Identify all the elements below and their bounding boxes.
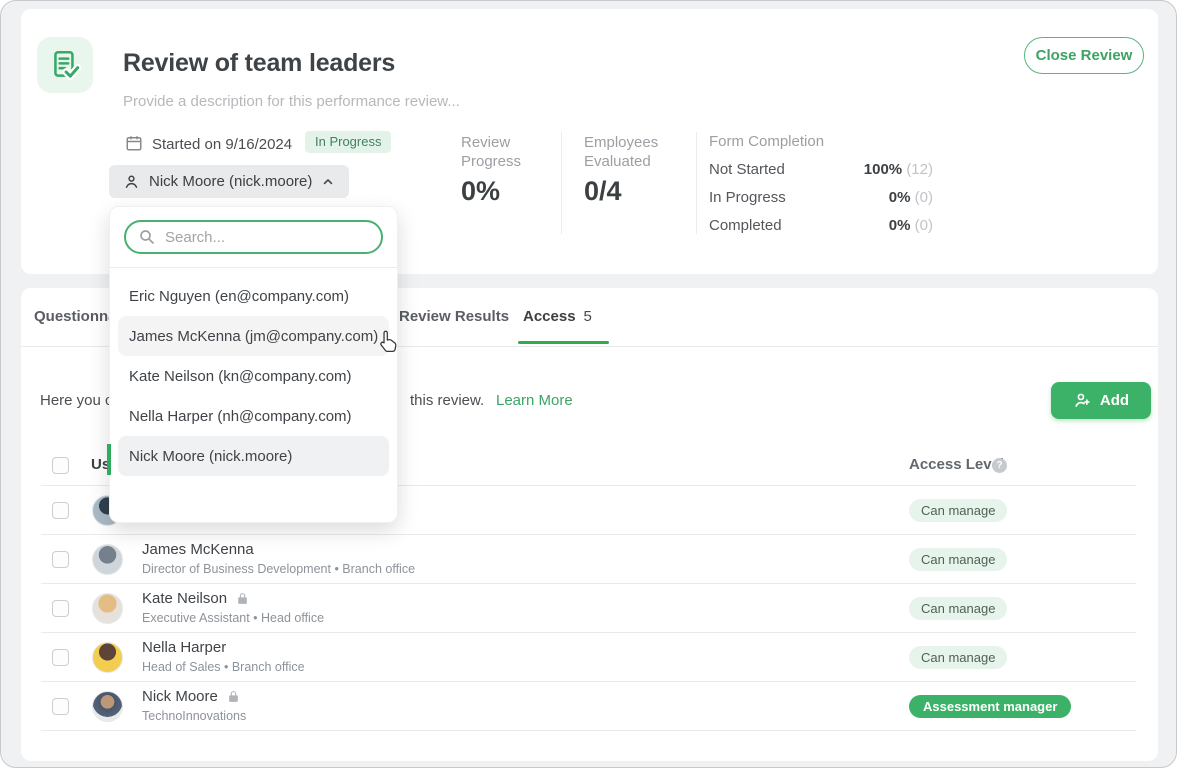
review-progress-value: 0% — [461, 176, 501, 206]
search-input[interactable] — [165, 228, 369, 246]
tab-access-count: 5 — [583, 308, 592, 325]
row-checkbox[interactable] — [52, 649, 69, 666]
person-icon — [125, 175, 138, 188]
green-accent-fragment — [107, 444, 111, 475]
calendar-icon — [125, 134, 143, 157]
user-name: Nella Harper — [142, 639, 227, 656]
avatar — [92, 691, 123, 722]
completed-label: Completed — [709, 217, 782, 234]
user-subtitle: Head of Sales • Branch office — [142, 660, 305, 674]
not-started-count: (12) — [906, 161, 933, 178]
dropdown-search-box[interactable] — [124, 220, 383, 254]
column-header-access-level: Access Level — [909, 456, 1005, 473]
select-all-checkbox[interactable] — [52, 457, 69, 474]
table-row[interactable]: Nella Harper Head of Sales • Branch offi… — [41, 633, 1136, 682]
user-subtitle: Executive Assistant • Head office — [142, 611, 325, 625]
close-review-button[interactable]: Close Review — [1024, 37, 1144, 74]
status-badge: In Progress — [305, 131, 392, 153]
user-subtitle: TechnoInnovations — [142, 709, 247, 723]
start-date-label: Started on 9/16/2024 — [152, 136, 293, 153]
in-progress-percent: 0% — [888, 189, 911, 206]
user-name: James McKenna — [142, 541, 254, 558]
review-body-card: Questionnaire Review Results Access 5 Her… — [21, 288, 1158, 761]
table-row[interactable]: James McKenna Director of Business Devel… — [41, 535, 1136, 584]
learn-more-link[interactable]: Learn More — [496, 392, 573, 409]
completed-percent: 0% — [888, 217, 911, 234]
lock-icon — [238, 593, 247, 604]
page-title: Review of team leaders — [123, 49, 396, 77]
owner-dropdown-panel: Eric Nguyen (en@company.com) James McKen… — [109, 206, 398, 523]
form-completion-title: Form Completion — [709, 133, 825, 150]
user-name: Kate Neilson — [142, 590, 228, 607]
not-started-label: Not Started — [709, 161, 785, 178]
access-level-badge[interactable]: Can manage — [909, 597, 1008, 620]
access-level-badge[interactable]: Assessment manager — [909, 695, 1072, 718]
access-level-badge[interactable]: Can manage — [909, 646, 1008, 669]
lock-icon — [229, 691, 238, 702]
row-checkbox[interactable] — [52, 502, 69, 519]
search-icon — [140, 230, 154, 244]
tab-access-label: Access — [523, 308, 576, 325]
user-subtitle: Director of Business Development • Branc… — [142, 562, 416, 576]
dropdown-list: Eric Nguyen (en@company.com) James McKen… — [110, 276, 397, 476]
user-name: Nick Moore — [142, 688, 218, 705]
row-checkbox[interactable] — [52, 600, 69, 617]
owner-selector-button[interactable]: Nick Moore (nick.moore) — [109, 165, 350, 198]
add-button-label: Add — [1099, 392, 1130, 409]
review-progress-label: Review Progress — [461, 134, 522, 170]
dropdown-item[interactable]: Nick Moore (nick.moore) — [118, 436, 389, 476]
person-add-icon — [1075, 393, 1090, 407]
completed-count: (0) — [914, 217, 933, 234]
avatar — [92, 642, 123, 673]
row-checkbox[interactable] — [52, 551, 69, 568]
in-progress-count: (0) — [914, 189, 933, 206]
help-icon[interactable]: ? — [992, 458, 1007, 473]
in-progress-label: In Progress — [709, 189, 786, 206]
table-row[interactable]: Kate Neilson Executive Assistant • Head … — [41, 584, 1136, 633]
access-table: Can manage James McKenna Director of Bus… — [41, 485, 1136, 731]
dropdown-item[interactable]: James McKenna (jm@company.com) — [118, 316, 389, 356]
divider — [21, 346, 1158, 347]
form-completion-row: Not Started 100% (12) — [709, 161, 933, 178]
dropdown-item[interactable]: Eric Nguyen (en@company.com) — [129, 287, 350, 305]
add-user-button[interactable]: Add — [1051, 382, 1151, 419]
form-completion-row: In Progress 0% (0) — [709, 189, 933, 206]
avatar — [92, 593, 123, 624]
employees-evaluated-value: 0/4 — [584, 176, 622, 206]
review-description-placeholder[interactable]: Provide a description for this performan… — [123, 93, 460, 110]
table-row[interactable]: Nick Moore TechnoInnovations Assessment … — [41, 682, 1136, 731]
divider — [561, 132, 562, 234]
divider — [696, 132, 697, 234]
access-level-badge[interactable]: Can manage — [909, 499, 1008, 522]
tab-review-results[interactable]: Review Results — [399, 308, 510, 325]
dropdown-item[interactable]: Kate Neilson (kn@company.com) — [129, 367, 352, 385]
access-intro-text-end: this review. — [410, 392, 485, 409]
form-completion-row: Completed 0% (0) — [709, 217, 933, 234]
owner-selector-label: Nick Moore (nick.moore) — [149, 173, 313, 190]
dropdown-item[interactable]: Nella Harper (nh@company.com) — [129, 407, 352, 425]
access-level-badge[interactable]: Can manage — [909, 548, 1008, 571]
avatar — [92, 544, 123, 575]
tab-access[interactable]: Access 5 — [523, 308, 592, 325]
access-intro-text: Here you c — [40, 392, 113, 409]
divider — [110, 267, 397, 268]
review-document-icon — [37, 37, 93, 93]
active-tab-underline — [518, 341, 609, 344]
chevron-up-icon — [324, 178, 333, 184]
not-started-percent: 100% — [863, 161, 903, 178]
employees-evaluated-label: Employees Evaluated — [584, 134, 659, 170]
row-checkbox[interactable] — [52, 698, 69, 715]
